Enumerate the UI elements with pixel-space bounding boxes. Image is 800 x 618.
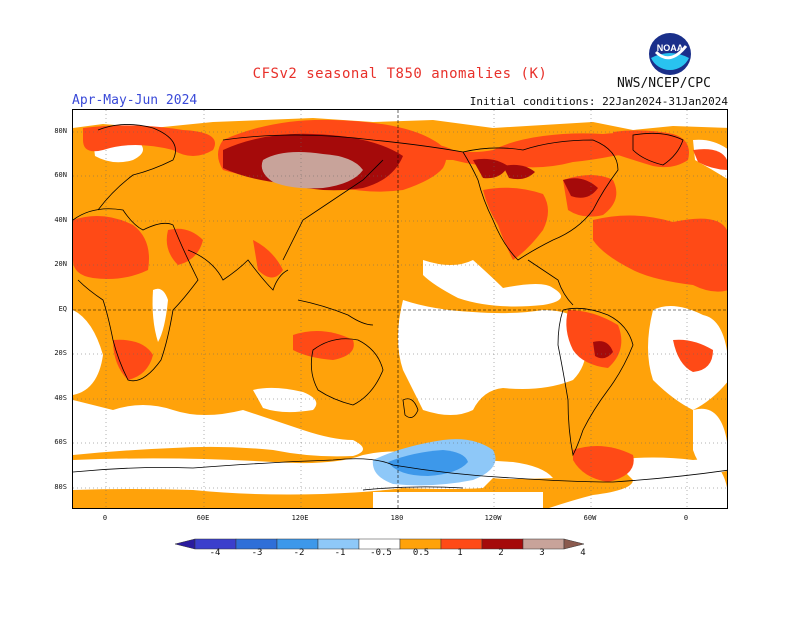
colorbar-segment xyxy=(174,538,196,550)
anomaly-region-red xyxy=(573,446,634,482)
anomaly-region-red xyxy=(693,149,727,170)
noaa-logo-text: NOAA xyxy=(657,43,684,53)
anomaly-region-white xyxy=(73,110,727,130)
lat-label: 80S xyxy=(54,483,67,491)
anomaly-region-darkred xyxy=(473,158,508,179)
colorbar-label: -0.5 xyxy=(370,548,392,558)
lon-label: 0 xyxy=(683,514,689,522)
anomaly-region-darkred xyxy=(503,164,535,180)
anomaly-region-red xyxy=(293,331,354,360)
colorbar xyxy=(174,535,627,550)
map-title: CFSv2 seasonal T850 anomalies (K) xyxy=(252,66,548,82)
anomaly-region-red xyxy=(673,339,713,372)
anomaly-region-white xyxy=(73,310,103,395)
anomaly-map xyxy=(72,109,728,509)
initial-conditions-label: Initial conditions: 22Jan2024-31Jan2024 xyxy=(469,95,728,108)
colorbar-label: -4 xyxy=(209,548,221,558)
anomaly-region-red xyxy=(253,240,283,278)
anomaly-region-white xyxy=(373,492,543,508)
lat-label: 40S xyxy=(54,394,67,402)
anomaly-region-brown xyxy=(261,152,363,189)
lon-label: 120W xyxy=(484,514,502,522)
lon-label: 0 xyxy=(102,514,108,522)
anomaly-region-white xyxy=(423,260,561,307)
anomaly-region-red xyxy=(483,187,548,260)
agency-label: NWS/NCEP/CPC xyxy=(617,76,711,91)
lat-label: 20S xyxy=(54,349,67,357)
lat-label: 60N xyxy=(54,171,67,179)
equator-dateline xyxy=(73,110,727,508)
colorbar-label: -2 xyxy=(293,548,305,558)
anomaly-region-red xyxy=(613,130,689,168)
anomaly-region-blue xyxy=(388,450,468,476)
anomaly-region-white xyxy=(549,457,727,508)
anomaly-region-red xyxy=(83,125,215,156)
colorbar-label: 0.5 xyxy=(412,548,430,558)
coastlines xyxy=(73,124,727,491)
colorbar-label: 3 xyxy=(539,548,545,558)
lat-label: EQ xyxy=(58,305,67,313)
anomaly-region-darkred xyxy=(563,178,598,198)
lon-label: 120E xyxy=(291,514,309,522)
anomaly-region-orange xyxy=(73,110,727,508)
anomaly-region-white xyxy=(693,408,727,473)
anomaly-region-white xyxy=(398,300,587,415)
lat-label: 80N xyxy=(54,127,67,135)
anomaly-region-white xyxy=(253,387,317,413)
anomaly-region-red xyxy=(73,216,149,279)
anomaly-region-white xyxy=(152,288,168,342)
lat-label: 60S xyxy=(54,438,67,446)
lon-label: 180 xyxy=(390,514,404,522)
anomaly-region-red xyxy=(166,228,203,265)
colorbar-label: -1 xyxy=(334,548,346,558)
colorbar-label: -3 xyxy=(251,548,263,558)
lon-label: 60W xyxy=(583,514,597,522)
lat-label: 20N xyxy=(54,260,67,268)
lon-label: 60E xyxy=(196,514,210,522)
anomaly-region-white xyxy=(73,400,363,457)
noaa-logo-icon: NOAA xyxy=(648,32,692,76)
anomaly-region-red xyxy=(593,215,727,292)
lat-label: 40N xyxy=(54,216,67,224)
colorbar-label: 2 xyxy=(498,548,504,558)
colorbar-label: 4 xyxy=(580,548,586,558)
colorbar-label: 1 xyxy=(457,548,463,558)
anomaly-region-darkred xyxy=(593,341,613,359)
colorbar-segment xyxy=(563,538,585,550)
season-label: Apr-May-Jun 2024 xyxy=(72,93,198,108)
